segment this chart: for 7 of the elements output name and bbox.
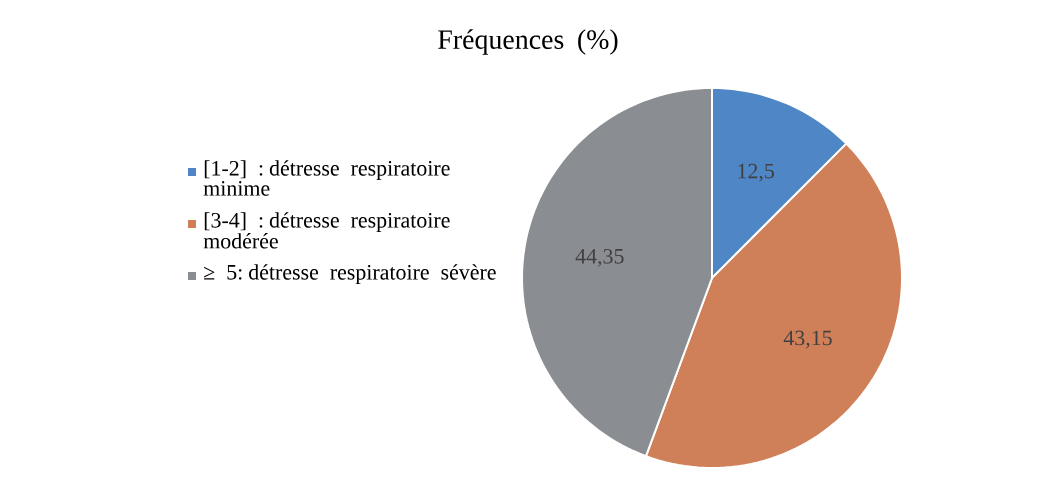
chart-title: Fréquences (%) (438, 29, 618, 55)
legend-label: [1-2] : détresse respiratoire minime (203, 160, 450, 196)
legend-label: [3-4] : détresse respiratoire modérée (203, 212, 450, 249)
data-label: 44,35 (575, 248, 624, 267)
data-label: 43,15 (783, 330, 832, 349)
legend-label: ≥ 5: détresse respiratoire sévère (204, 264, 496, 285)
data-label: 12,5 (738, 163, 774, 182)
